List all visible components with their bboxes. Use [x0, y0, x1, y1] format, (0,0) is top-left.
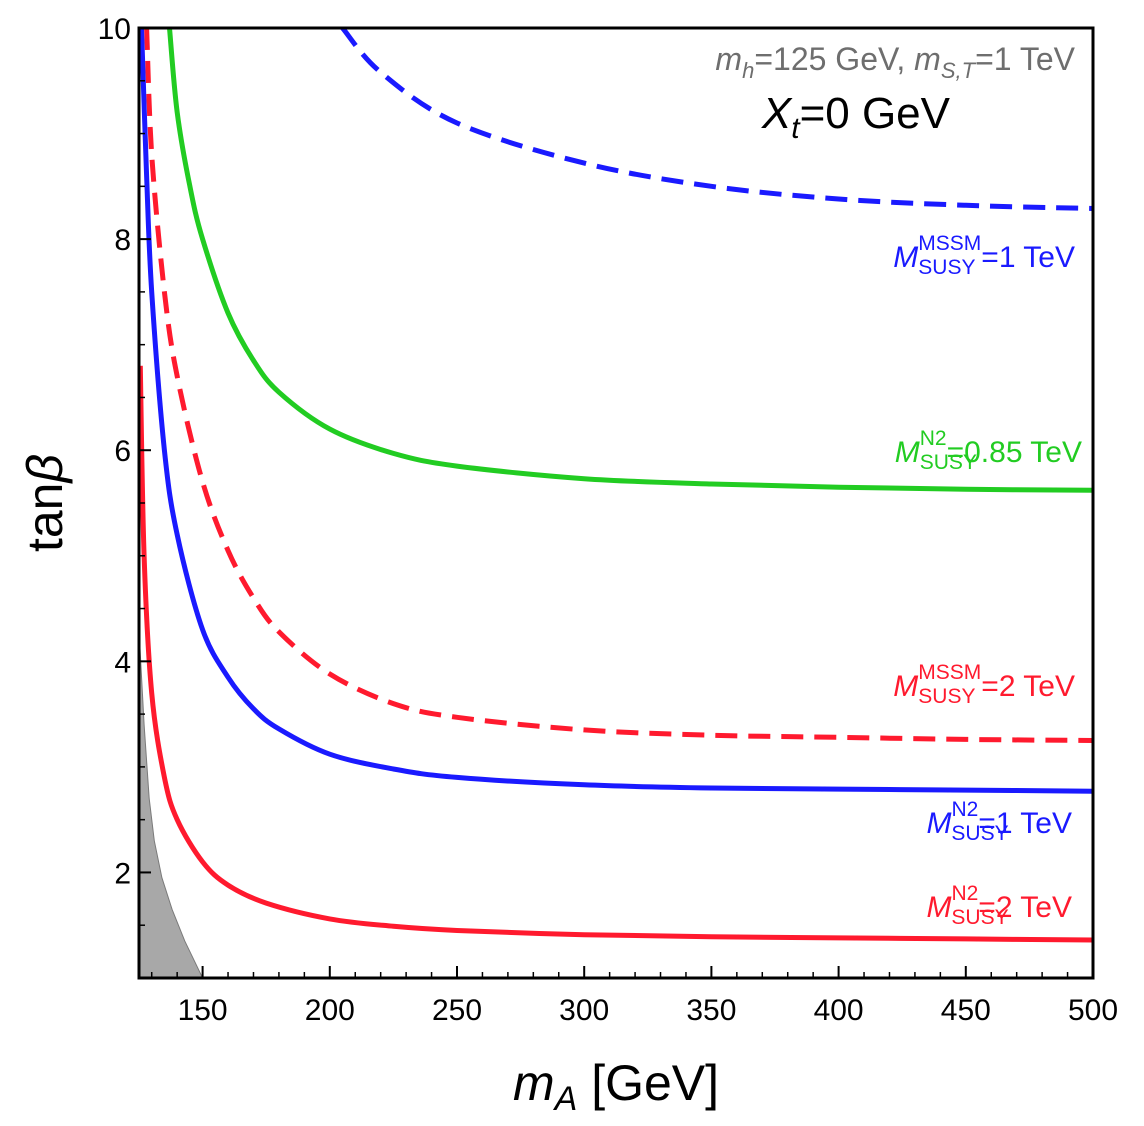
y-tick-label: 8: [114, 224, 131, 257]
series-line-3: [144, 28, 1093, 743]
x-tick-label: 400: [814, 994, 864, 1027]
x-tick-label: 350: [686, 994, 736, 1027]
series-label-sub-4: SUSY: [951, 822, 1008, 845]
series-label-sub-5: SUSY: [951, 906, 1008, 929]
x-tick-label: 150: [178, 994, 228, 1027]
y-tick-label: 2: [114, 857, 131, 890]
excluded-region: [139, 629, 204, 978]
x-tick-label: 500: [1068, 994, 1118, 1027]
series-label-2: MN2=0.85 TeV: [895, 427, 1082, 469]
y-tick-label: 4: [114, 646, 131, 679]
annotations: mh=125 GeV, mS,T=1 TeV Xt=0 GeV MMSSM=1 Te…: [715, 41, 1082, 929]
series-label-sub-1: SUSY: [918, 256, 975, 279]
series-lines: [139, 28, 1093, 943]
x-tick-label: 450: [941, 994, 991, 1027]
series-label-5: MN2=2 TeV: [926, 882, 1072, 924]
series-line-1: [340, 28, 1093, 211]
series-label-1: MMSSM=1 TeV: [893, 232, 1075, 274]
axis-ticks: 150 200 250 300 350 400 450 500 2 4 6 8 10: [98, 13, 1118, 1027]
series-label-3: MMSSM=2 TeV: [893, 661, 1075, 703]
series-line-2: [167, 28, 1093, 493]
series-label-sub-3: SUSY: [918, 685, 975, 708]
x-tick-label: 200: [305, 994, 355, 1027]
y-axis-label: tanβ: [17, 454, 73, 552]
series-line-5: [139, 365, 1093, 943]
series-label-sub-2: SUSY: [920, 451, 977, 474]
series-label-4: MN2=1 TeV: [926, 798, 1072, 840]
x-tick-label: 250: [432, 994, 482, 1027]
params-annotation: mh=125 GeV, mS,T=1 TeV: [715, 41, 1075, 83]
x-axis-label: mA [GeV]: [513, 1055, 719, 1118]
xt-annotation: Xt=0 GeV: [761, 89, 951, 145]
y-tick-label: 10: [98, 13, 131, 46]
series-line-4: [139, 28, 1093, 794]
x-tick-label: 300: [559, 994, 609, 1027]
y-tick-label: 6: [114, 435, 131, 468]
